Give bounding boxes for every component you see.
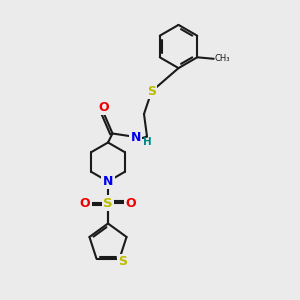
Text: O: O	[126, 196, 136, 210]
Text: S: S	[118, 255, 127, 268]
Text: N: N	[103, 175, 113, 188]
Text: H: H	[143, 136, 152, 147]
Text: N: N	[131, 130, 141, 144]
Text: S: S	[147, 85, 156, 98]
Text: O: O	[80, 196, 90, 210]
Text: O: O	[99, 101, 110, 114]
Text: CH₃: CH₃	[215, 54, 230, 63]
Text: S: S	[103, 196, 113, 210]
